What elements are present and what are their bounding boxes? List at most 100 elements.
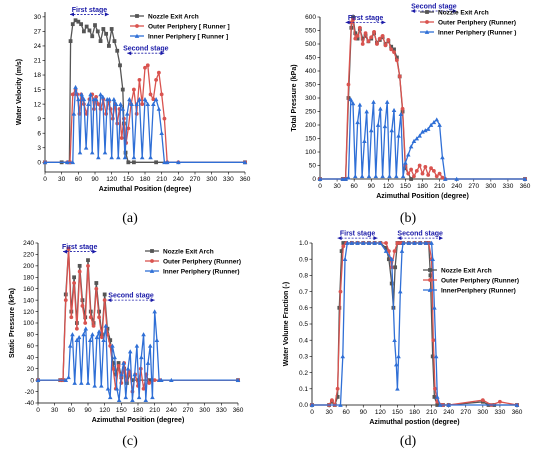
y-tick-label: -40 bbox=[25, 400, 35, 407]
legend-entry: Outer Periphery (Runner) bbox=[441, 277, 519, 284]
data-point bbox=[430, 256, 436, 262]
data-point bbox=[362, 138, 367, 144]
data-point bbox=[70, 332, 75, 337]
data-point bbox=[152, 378, 157, 383]
data-point bbox=[417, 163, 422, 168]
y-tick-label: 24 bbox=[34, 43, 42, 50]
stage-arrow-head-left bbox=[397, 236, 402, 241]
data-point bbox=[435, 403, 440, 407]
data-point bbox=[94, 335, 100, 340]
data-point bbox=[159, 130, 164, 136]
data-point bbox=[317, 176, 323, 181]
data-point bbox=[350, 101, 356, 106]
y-tick-label: 1.0 bbox=[299, 240, 308, 247]
data-point bbox=[83, 321, 88, 325]
data-point bbox=[355, 120, 360, 125]
data-point bbox=[95, 29, 100, 34]
legend-marker bbox=[427, 287, 433, 292]
data-point bbox=[81, 96, 87, 102]
x-tick-label: 60 bbox=[343, 409, 351, 416]
y-axis-label: Water Velocity (m/s) bbox=[16, 59, 23, 125]
data-point bbox=[84, 24, 89, 29]
data-point bbox=[169, 377, 174, 382]
y-tick-label: 220 bbox=[23, 252, 34, 259]
data-point bbox=[115, 48, 120, 53]
data-point bbox=[103, 323, 109, 328]
data-point bbox=[119, 136, 124, 140]
x-tick-label: 150 bbox=[392, 409, 403, 416]
y-tick-label: 550 bbox=[305, 28, 316, 35]
data-point bbox=[101, 27, 106, 31]
data-point bbox=[148, 155, 153, 160]
data-point bbox=[66, 375, 71, 380]
data-point bbox=[396, 133, 401, 138]
data-point bbox=[111, 361, 115, 365]
data-point bbox=[156, 106, 162, 111]
data-point bbox=[364, 109, 369, 114]
stage-arrow-head-left bbox=[70, 12, 74, 17]
data-point bbox=[143, 65, 147, 70]
data-point bbox=[63, 377, 69, 382]
data-point bbox=[433, 354, 439, 359]
data-point bbox=[338, 402, 343, 407]
data-point bbox=[437, 171, 442, 176]
stage-arrow-head-right bbox=[92, 249, 97, 254]
data-point bbox=[139, 355, 144, 360]
data-point bbox=[423, 164, 428, 169]
data-point bbox=[498, 399, 502, 404]
data-point bbox=[409, 177, 414, 181]
x-tick-label: 0 bbox=[318, 183, 322, 190]
data-point bbox=[94, 281, 99, 285]
data-point bbox=[131, 87, 136, 92]
series-3 bbox=[309, 240, 520, 407]
stage-arrow-head-left bbox=[411, 9, 416, 13]
data-point bbox=[434, 174, 439, 179]
data-point bbox=[81, 332, 86, 337]
x-tick-label: 150 bbox=[116, 407, 127, 414]
x-tick-label: 240 bbox=[173, 176, 184, 183]
data-point bbox=[147, 378, 152, 383]
data-point bbox=[391, 107, 397, 112]
y-tick-label: 350 bbox=[305, 82, 316, 89]
legend-marker bbox=[428, 268, 432, 272]
data-point bbox=[151, 101, 156, 106]
data-point bbox=[96, 155, 101, 160]
y-tick-label: 600 bbox=[305, 14, 316, 21]
data-point bbox=[394, 174, 399, 179]
data-point bbox=[372, 240, 377, 245]
data-point bbox=[355, 240, 360, 245]
data-point bbox=[389, 47, 394, 52]
y-tick-label: 0.1 bbox=[299, 386, 308, 393]
data-point bbox=[335, 386, 340, 391]
stage-label: First stage bbox=[62, 244, 98, 251]
data-point bbox=[112, 355, 117, 360]
data-point bbox=[67, 343, 73, 348]
data-point bbox=[156, 70, 161, 75]
data-point bbox=[309, 402, 315, 407]
data-point bbox=[337, 305, 342, 310]
legend-marker bbox=[150, 249, 154, 253]
data-point bbox=[108, 338, 113, 343]
data-point bbox=[382, 124, 388, 129]
data-point bbox=[71, 111, 77, 116]
y-tick-label: -20 bbox=[25, 389, 35, 396]
data-point bbox=[380, 174, 385, 179]
y-tick-label: 40 bbox=[27, 354, 35, 361]
data-point bbox=[380, 34, 385, 38]
x-axis-label: Azimuthal Position (degree) bbox=[99, 186, 192, 193]
data-point bbox=[342, 256, 348, 262]
data-point bbox=[63, 298, 68, 303]
data-point bbox=[124, 111, 130, 116]
data-point bbox=[403, 166, 408, 171]
data-point bbox=[85, 380, 91, 385]
data-point bbox=[159, 92, 164, 97]
stage-arrow-head-right bbox=[438, 236, 443, 241]
data-point bbox=[437, 122, 442, 127]
data-point bbox=[80, 303, 85, 308]
data-point bbox=[423, 128, 428, 133]
chart-panel-c: 0 30 60 90 120 150 180 210 240 270 300 330 360 -40 -20… bbox=[9, 240, 244, 449]
data-point bbox=[143, 397, 149, 402]
data-point bbox=[90, 332, 95, 337]
data-point bbox=[153, 96, 159, 102]
chart-panel-a: 0 30 60 90 120 150 180 210 240 270 300 330 360 0 3 6 9 12… bbox=[16, 7, 251, 226]
